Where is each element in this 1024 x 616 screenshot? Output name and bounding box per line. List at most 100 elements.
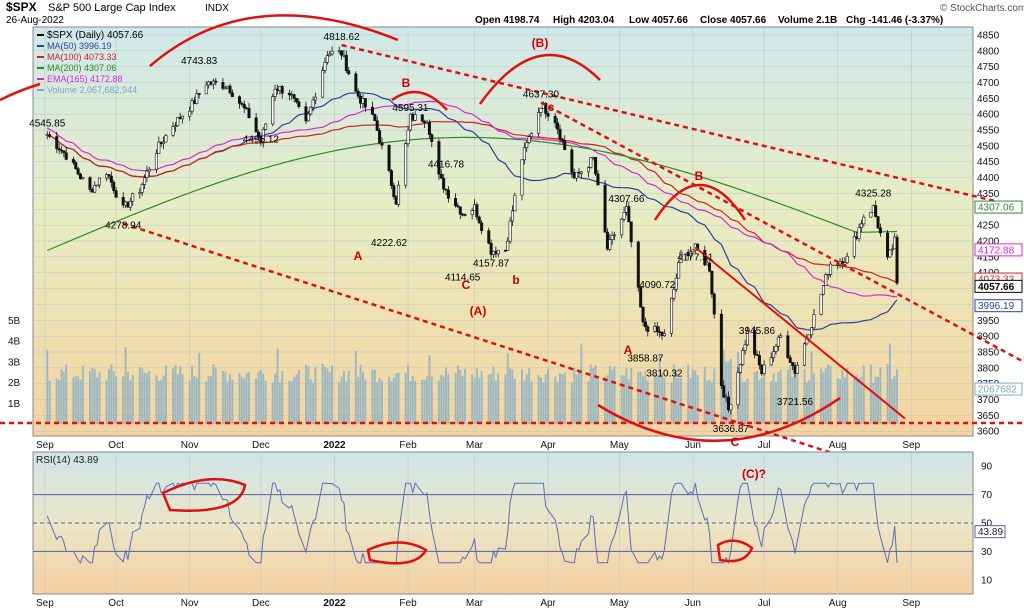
volume-bar: [708, 380, 711, 424]
volume-bar: [248, 371, 251, 424]
candle-body: [558, 128, 562, 140]
volume-bar: [188, 380, 191, 424]
candle-body: [461, 213, 465, 216]
volume-bar: [687, 364, 690, 424]
candle-body: [691, 249, 695, 253]
volume-bar: [404, 372, 407, 424]
candle-body: [572, 172, 576, 179]
candle-body: [188, 110, 192, 117]
volume-bar: [853, 376, 856, 424]
volume-bar: [487, 374, 490, 424]
volume-bar: [563, 372, 566, 424]
volume-bar: [504, 374, 507, 424]
candle-body: [890, 248, 894, 251]
candle-body: [62, 150, 66, 154]
volume-bar: [675, 370, 678, 424]
candle-body: [45, 134, 49, 136]
price-annotation: 4114.65: [445, 272, 481, 283]
volume-bar: [373, 369, 376, 424]
volume-bar: [378, 377, 381, 424]
candle-body: [712, 293, 716, 315]
candle-body: [140, 184, 144, 193]
candle-body: [287, 92, 291, 96]
volume-bar: [637, 371, 640, 424]
x-tick-label: May: [610, 440, 629, 451]
candle-body: [107, 174, 111, 177]
volume-bar: [763, 373, 766, 424]
right-label-text: 4057.66: [978, 282, 1015, 293]
price-annotation: 3858.87: [627, 353, 664, 364]
candle-body: [214, 80, 218, 83]
candle-body: [646, 326, 650, 332]
volume-tick-label: 4B: [8, 337, 21, 348]
candle-body: [138, 191, 142, 194]
candle-body: [105, 174, 109, 179]
candle-body: [323, 61, 327, 71]
candle-body: [862, 216, 866, 225]
price-tick-label: 4650: [977, 94, 1000, 105]
candle-body: [439, 173, 443, 179]
candle-body: [741, 350, 745, 365]
price-tick-label: 4800: [977, 46, 1000, 57]
price-annotation: 4743.83: [181, 56, 218, 67]
volume-bar: [340, 376, 343, 424]
candle-body: [306, 113, 310, 122]
candle-body: [121, 196, 125, 206]
moving-averages: [46, 92, 898, 331]
candle-body: [563, 140, 567, 151]
candle-body: [209, 81, 213, 85]
candle-body: [278, 86, 282, 91]
candle-body: [145, 170, 149, 179]
candle-body: [760, 364, 764, 374]
candle-body: [857, 227, 861, 239]
volume-bar: [511, 369, 514, 424]
candle-body: [458, 206, 462, 215]
volume-bar: [224, 372, 227, 424]
price-tick-label: 4400: [977, 173, 1000, 184]
candle-body: [292, 94, 296, 99]
candle-body: [78, 173, 82, 180]
candle-body: [496, 249, 500, 255]
candle-body: [888, 249, 892, 258]
right-label-box: [974, 243, 1023, 257]
candle-body: [487, 230, 491, 244]
volume-bar: [694, 370, 697, 424]
x-tick-label: Feb: [399, 440, 417, 451]
candle-body: [95, 184, 99, 187]
candle-body: [90, 189, 94, 193]
candle-body: [776, 336, 780, 347]
trendline-solid: [694, 246, 906, 420]
volume-bar: [592, 367, 595, 424]
volume-bar: [191, 365, 194, 424]
volume-bar: [395, 373, 398, 424]
volume-bar: [145, 372, 148, 424]
x-tick-label: Nov: [181, 440, 199, 451]
volume-tick-label: 2B: [8, 378, 21, 389]
ma100-line: [46, 121, 898, 284]
candle-body: [347, 70, 351, 75]
candle-body: [444, 188, 448, 191]
volume-bar: [295, 374, 298, 424]
candle-body: [525, 142, 529, 148]
volume-bar: [442, 376, 445, 424]
volume-bar: [575, 374, 578, 424]
volume-bar: [805, 382, 808, 424]
volume-bar: [198, 353, 201, 424]
candle-body: [271, 96, 275, 125]
candle-body: [164, 135, 168, 143]
volume-bar: [644, 370, 647, 424]
volume-bar: [608, 365, 611, 424]
x-tick-label: Jun: [685, 440, 701, 451]
x-tick-label: 2022: [323, 598, 346, 609]
volume-bar: [238, 373, 241, 424]
candle-body: [807, 334, 811, 340]
candle-body: [171, 126, 175, 136]
right-label-text: 4307.06: [978, 203, 1015, 214]
candle-body: [313, 96, 317, 101]
candle-body: [304, 106, 308, 122]
price-tick-label: 4450: [977, 157, 1000, 168]
candle-body: [57, 148, 61, 151]
volume-bar: [331, 365, 334, 424]
markup-arc: [149, 14, 399, 67]
